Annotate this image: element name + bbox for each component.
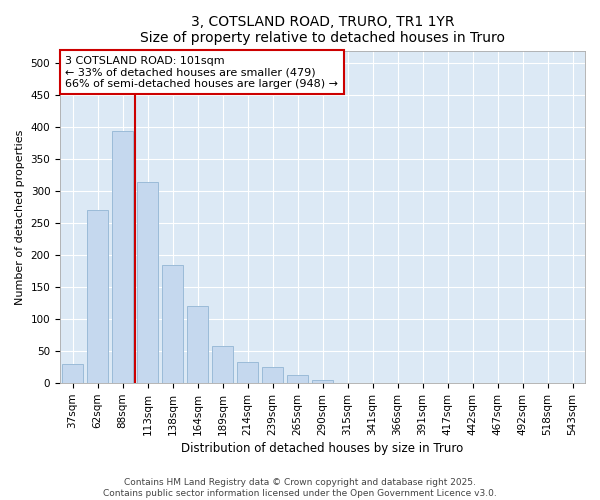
Text: Contains HM Land Registry data © Crown copyright and database right 2025.
Contai: Contains HM Land Registry data © Crown c… <box>103 478 497 498</box>
Bar <box>187 306 208 383</box>
X-axis label: Distribution of detached houses by size in Truro: Distribution of detached houses by size … <box>181 442 464 455</box>
Bar <box>87 210 108 383</box>
Bar <box>137 182 158 383</box>
Text: 3 COTSLAND ROAD: 101sqm
← 33% of detached houses are smaller (479)
66% of semi-d: 3 COTSLAND ROAD: 101sqm ← 33% of detache… <box>65 56 338 88</box>
Bar <box>237 362 258 383</box>
Bar <box>162 265 183 383</box>
Bar <box>62 364 83 383</box>
Bar <box>112 130 133 383</box>
Bar <box>212 346 233 383</box>
Bar <box>262 367 283 383</box>
Y-axis label: Number of detached properties: Number of detached properties <box>15 129 25 304</box>
Bar <box>287 375 308 383</box>
Title: 3, COTSLAND ROAD, TRURO, TR1 1YR
Size of property relative to detached houses in: 3, COTSLAND ROAD, TRURO, TR1 1YR Size of… <box>140 15 505 45</box>
Bar <box>312 380 333 383</box>
